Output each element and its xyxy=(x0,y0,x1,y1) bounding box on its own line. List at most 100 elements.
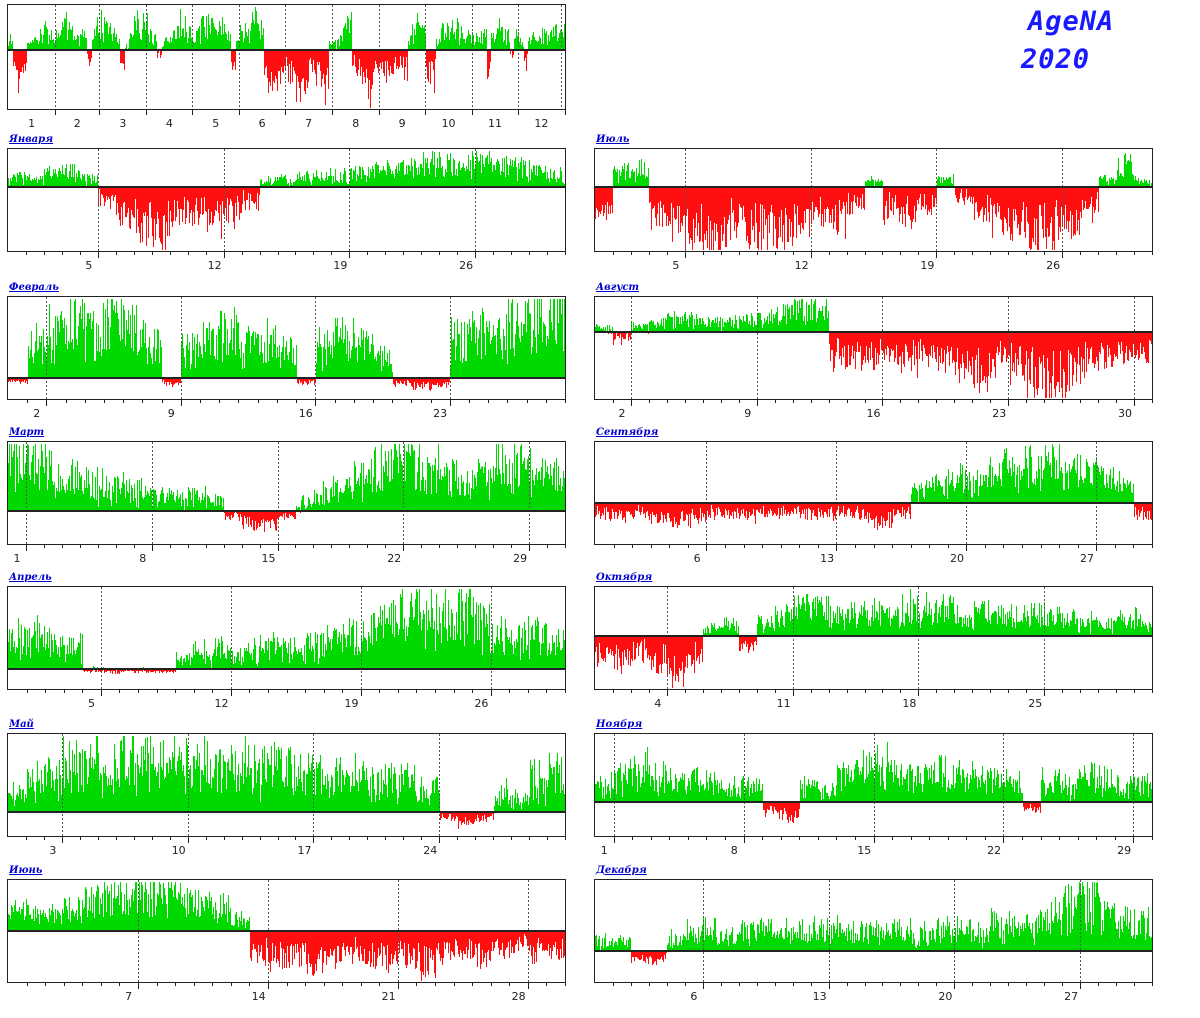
chart-june: Июнь 7 14 21 28 xyxy=(7,865,566,1003)
axis-tick-label: 4 xyxy=(654,697,662,710)
axis-tick-label: 13 xyxy=(812,990,827,1003)
chart-canvas-december xyxy=(594,879,1153,990)
month-label-august: Август xyxy=(596,282,639,293)
x-axis-september: 6 13 20 27 xyxy=(594,552,1153,565)
axis-tick-label: 7 xyxy=(125,990,133,1003)
axis-tick-label: 12 xyxy=(214,697,229,710)
axis-tick-label: 25 xyxy=(1028,697,1043,710)
year-label: 2020 xyxy=(1021,44,1091,75)
app-title: AgeNA xyxy=(1028,6,1115,37)
chart-canvas-march xyxy=(7,441,566,552)
axis-tick-label: 16 xyxy=(298,407,313,420)
axis-tick-label: 24 xyxy=(423,844,438,857)
axis-tick-label: 6 xyxy=(693,552,701,565)
chart-february: Февраль 2 9 16 23 xyxy=(7,282,566,420)
month-label-may: Май xyxy=(9,719,34,730)
axis-tick-label: 13 xyxy=(820,552,835,565)
chart-september: Сентября 6 13 20 27 xyxy=(594,427,1153,565)
axis-tick-label: 5 xyxy=(85,259,93,272)
x-axis-july: 5 12 19 26 xyxy=(594,259,1153,272)
chart-december: Декабря 6 13 20 27 xyxy=(594,865,1153,1003)
chart-canvas-july xyxy=(594,148,1153,259)
chart-january: Января 5 12 19 26 xyxy=(7,134,566,272)
chart-year-overview: 1 2 3 4 5 6 7 8 9 10 11 12 xyxy=(7,4,566,130)
month-label-april: Апрель xyxy=(9,572,52,583)
axis-tick-label: 15 xyxy=(261,552,276,565)
x-axis-may: 3 10 17 24 xyxy=(7,844,566,857)
chart-canvas-november xyxy=(594,733,1153,844)
chart-canvas-may xyxy=(7,733,566,844)
month-label-february: Февраль xyxy=(9,282,59,293)
axis-tick-label: 9 xyxy=(167,407,175,420)
axis-tick-label: 23 xyxy=(992,407,1007,420)
axis-tick-label: 20 xyxy=(938,990,953,1003)
axis-tick-label: 9 xyxy=(398,117,406,130)
axis-tick-label: 10 xyxy=(441,117,456,130)
axis-tick-label: 23 xyxy=(433,407,448,420)
axis-tick-label: 2 xyxy=(33,407,41,420)
axis-tick-label: 11 xyxy=(776,697,791,710)
axis-tick-label: 19 xyxy=(920,259,935,272)
axis-tick-label: 19 xyxy=(344,697,359,710)
chart-canvas-january xyxy=(7,148,566,259)
chart-april: Апрель 5 12 19 26 xyxy=(7,572,566,710)
axis-tick-label: 20 xyxy=(950,552,965,565)
chart-canvas-october xyxy=(594,586,1153,697)
axis-tick-label: 12 xyxy=(534,117,549,130)
chart-canvas-august xyxy=(594,296,1153,407)
axis-tick-label: 8 xyxy=(730,844,738,857)
x-axis-december: 6 13 20 27 xyxy=(594,990,1153,1003)
chart-july: Июль 5 12 19 26 xyxy=(594,134,1153,272)
axis-tick-label: 4 xyxy=(165,117,173,130)
axis-tick-label: 2 xyxy=(73,117,81,130)
axis-tick-label: 3 xyxy=(119,117,127,130)
axis-tick-label: 29 xyxy=(1117,844,1132,857)
axis-tick-label: 8 xyxy=(352,117,360,130)
axis-tick-label: 17 xyxy=(297,844,312,857)
axis-tick-label: 26 xyxy=(474,697,489,710)
x-axis-year-overview: 1 2 3 4 5 6 7 8 9 10 11 12 xyxy=(7,117,566,130)
month-label-december: Декабря xyxy=(596,865,647,876)
x-axis-october: 4 11 18 25 xyxy=(594,697,1153,710)
axis-tick-label: 8 xyxy=(139,552,147,565)
month-label-october: Октября xyxy=(596,572,653,583)
axis-tick-label: 27 xyxy=(1064,990,1079,1003)
axis-tick-label: 12 xyxy=(794,259,809,272)
axis-tick-label: 21 xyxy=(381,990,396,1003)
axis-tick-label: 11 xyxy=(487,117,502,130)
month-label-november: Ноября xyxy=(596,719,643,730)
x-axis-august: 2 9 16 23 30 xyxy=(594,407,1153,420)
month-label-september: Сентября xyxy=(596,427,659,438)
axis-tick-label: 26 xyxy=(459,259,474,272)
chart-canvas-september xyxy=(594,441,1153,552)
chart-canvas-year-overview xyxy=(7,4,566,117)
axis-tick-label: 9 xyxy=(744,407,752,420)
axis-tick-label: 1 xyxy=(28,117,36,130)
axis-tick-label: 6 xyxy=(258,117,266,130)
axis-tick-label: 30 xyxy=(1118,407,1133,420)
axis-tick-label: 19 xyxy=(333,259,348,272)
x-axis-february: 2 9 16 23 xyxy=(7,407,566,420)
axis-tick-label: 22 xyxy=(987,844,1002,857)
axis-tick-label: 2 xyxy=(618,407,626,420)
x-axis-march: 1 8 15 22 29 xyxy=(7,552,566,565)
axis-tick-label: 27 xyxy=(1080,552,1095,565)
axis-tick-label: 12 xyxy=(207,259,222,272)
axis-tick-label: 7 xyxy=(305,117,313,130)
axis-tick-label: 5 xyxy=(672,259,680,272)
chart-canvas-april xyxy=(7,586,566,697)
axis-tick-label: 6 xyxy=(690,990,698,1003)
x-axis-april: 5 12 19 26 xyxy=(7,697,566,710)
axis-tick-label: 29 xyxy=(513,552,528,565)
chart-canvas-february xyxy=(7,296,566,407)
axis-tick-label: 5 xyxy=(212,117,220,130)
x-axis-november: 1 8 15 22 29 xyxy=(594,844,1153,857)
chart-canvas-june xyxy=(7,879,566,990)
x-axis-january: 5 12 19 26 xyxy=(7,259,566,272)
chart-november: Ноября 1 8 15 22 29 xyxy=(594,719,1153,857)
axis-tick-label: 1 xyxy=(13,552,21,565)
chart-march: Март 1 8 15 22 29 xyxy=(7,427,566,565)
axis-tick-label: 15 xyxy=(857,844,872,857)
month-label-june: Июнь xyxy=(9,865,43,876)
